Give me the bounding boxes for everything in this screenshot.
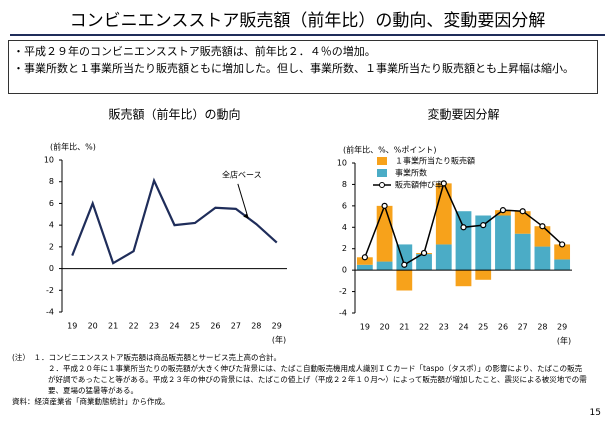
x-tick-label: 29 xyxy=(272,322,282,331)
y-axis-label: (前年比、%) xyxy=(50,142,96,152)
x-tick-label: 23 xyxy=(149,322,159,331)
line-point xyxy=(361,254,368,261)
x-tick-label: 22 xyxy=(128,322,138,331)
y-tick-label: -4 xyxy=(339,309,347,318)
source: 資料：経済産業省「商業動態統計」から作成。 xyxy=(12,397,170,406)
note: ２．平成２０年に１事業所当たりの販売額が大きく伸びた背景には、たばこ自動販売機用… xyxy=(48,364,587,395)
y-tick-label: 10 xyxy=(44,156,54,165)
x-tick-label: 25 xyxy=(190,322,200,331)
legend-label: 事業所数 xyxy=(395,168,427,178)
x-tick-label: 23 xyxy=(439,323,449,332)
x-tick-label: 28 xyxy=(251,322,261,331)
bar-segment xyxy=(514,211,531,234)
y-tick-label: 6 xyxy=(49,199,54,208)
line-point xyxy=(480,222,487,229)
y-tick-label: 0 xyxy=(49,264,54,273)
line-point xyxy=(539,223,546,230)
y-tick-label: -4 xyxy=(46,308,54,317)
legend-swatch xyxy=(377,157,387,165)
title-rule xyxy=(10,34,605,36)
bar-segment xyxy=(356,257,373,265)
bar-segment xyxy=(416,254,432,271)
y-tick-label: -2 xyxy=(339,287,347,296)
x-tick-label: 25 xyxy=(478,323,488,332)
bar-segment xyxy=(396,270,413,291)
summary-box: ・平成２９年のコンビニエンスストア販売額は、前年比２．４％の増加。 ・事業所数と… xyxy=(8,40,598,94)
line-point xyxy=(420,249,428,257)
annotation: 全店ベース xyxy=(222,170,262,180)
x-axis-label: (年) xyxy=(557,336,571,346)
bullet: ・平成２９年のコンビニエンスストア販売額は、前年比２．４％の増加。 xyxy=(13,45,376,58)
bar-segment xyxy=(534,226,551,247)
y-tick-label: 8 xyxy=(342,180,347,189)
bar-segment xyxy=(475,215,492,271)
bar-segment xyxy=(435,244,452,271)
data-line xyxy=(71,177,278,265)
arrow-head xyxy=(243,213,249,219)
x-tick-label: 27 xyxy=(231,322,241,331)
x-tick-label: 24 xyxy=(169,322,179,331)
chart-title: 変動要因分解 xyxy=(427,107,499,122)
bar-segment xyxy=(376,205,393,262)
x-tick-label: 26 xyxy=(498,323,508,332)
y-tick-label: 2 xyxy=(342,244,347,253)
bar-segment xyxy=(475,270,492,280)
bar-segment xyxy=(514,233,531,271)
bar-segment xyxy=(554,259,571,271)
x-tick-label: 20 xyxy=(88,322,98,331)
y-tick-label: 4 xyxy=(49,221,54,230)
bullet: ・事業所数と１事業所当たり販売額ともに増加した。但し、事業所数、１事業所当たり販… xyxy=(13,62,574,75)
y-tick-label: 10 xyxy=(337,159,347,168)
legend-swatch xyxy=(377,169,387,177)
y-axis-label: (前年比、%、%ポイント) xyxy=(343,145,436,155)
line-point xyxy=(499,207,507,214)
line-point xyxy=(460,224,467,231)
x-axis-label: (年) xyxy=(272,335,286,345)
y-tick-label: -2 xyxy=(46,286,54,295)
x-tick-label: 20 xyxy=(379,323,389,332)
page-number: 15 xyxy=(589,408,601,418)
x-tick-label: 26 xyxy=(210,322,220,331)
notes: (注） １．コンビニエンスストア販売額は商品販売額とサービス売上高の合計。 ２．… xyxy=(12,352,587,407)
bar-segment xyxy=(356,264,373,271)
bar-segment xyxy=(554,244,571,260)
note: (注） １．コンビニエンスストア販売額は商品販売額とサービス売上高の合計。 xyxy=(12,353,282,362)
bar-segment xyxy=(435,183,452,245)
line-point xyxy=(559,241,566,248)
y-tick-label: 2 xyxy=(49,242,54,251)
x-tick-label: 21 xyxy=(108,322,118,331)
y-tick-label: 0 xyxy=(342,266,347,275)
x-tick-label: 27 xyxy=(518,323,528,332)
x-tick-label: 21 xyxy=(399,323,409,332)
x-tick-label: 22 xyxy=(419,323,429,332)
bar-segment xyxy=(455,270,472,287)
bar-segment xyxy=(534,246,551,271)
chart-title: 販売額（前年比）の動向 xyxy=(108,107,240,122)
page-title: コンビニエンスストア販売額（前年比）の動向、変動要因分解 xyxy=(69,11,546,31)
x-tick-label: 19 xyxy=(360,323,370,332)
line-point xyxy=(440,180,447,187)
line-point xyxy=(401,261,408,268)
x-tick-label: 19 xyxy=(67,322,77,331)
bar-segment xyxy=(495,215,511,271)
line-point xyxy=(519,208,526,215)
y-tick-label: 6 xyxy=(342,201,347,210)
legend-label: １事業所当たり販売額 xyxy=(395,156,475,166)
y-tick-label: 4 xyxy=(342,223,347,232)
line-point xyxy=(381,202,388,209)
bar-segment xyxy=(376,261,393,271)
y-tick-label: 8 xyxy=(49,177,54,186)
annotation-arrow xyxy=(237,183,249,219)
legend-label: 販売額伸び率 xyxy=(395,180,443,190)
bar-segment xyxy=(455,211,472,271)
legend-dot xyxy=(379,182,385,188)
x-tick-label: 29 xyxy=(557,323,567,332)
x-tick-label: 28 xyxy=(537,323,547,332)
x-tick-label: 24 xyxy=(458,323,468,332)
